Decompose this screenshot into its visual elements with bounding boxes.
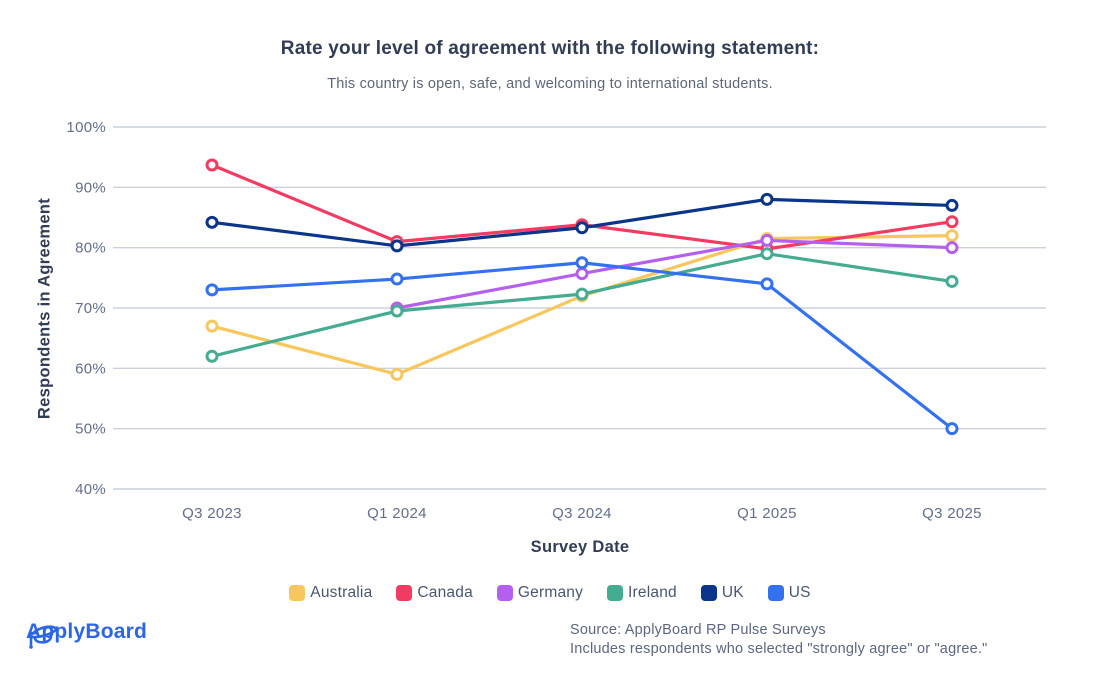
- legend-swatch-australia: [289, 585, 306, 601]
- x-tick-label: Q3 2025: [922, 505, 982, 522]
- legend-label: Australia: [310, 584, 373, 601]
- series-line-uk: [210, 197, 954, 248]
- y-tick-label: 80%: [75, 240, 106, 257]
- legend-item-uk: UK: [700, 584, 744, 602]
- data-point-canada: [945, 215, 959, 229]
- data-point-germany: [945, 241, 959, 255]
- y-tick-label: 60%: [75, 360, 106, 377]
- data-point-australia: [945, 229, 959, 243]
- data-point-australia: [575, 289, 589, 303]
- y-tick-label: 40%: [75, 481, 106, 498]
- legend-item-germany: Germany: [496, 584, 584, 602]
- data-point-us: [205, 283, 219, 297]
- data-point-ireland: [945, 274, 959, 288]
- legend-item-canada: Canada: [396, 584, 473, 602]
- legend-item-australia: Australia: [289, 584, 372, 602]
- data-point-australia: [390, 367, 404, 381]
- source-line-1: Source: ApplyBoard RP Pulse Surveys: [570, 622, 826, 638]
- legend-swatch-us: [767, 585, 784, 601]
- data-point-germany: [390, 301, 404, 315]
- legend-label: Ireland: [628, 584, 677, 601]
- data-point-germany: [760, 233, 774, 247]
- legend-swatch-uk: [700, 585, 717, 601]
- data-point-us: [760, 277, 774, 291]
- chart-title: Rate your level of agreement with the fo…: [280, 38, 820, 59]
- data-point-uk: [760, 192, 774, 206]
- y-axis-title: Respondents in Agreement: [35, 197, 54, 420]
- data-point-uk: [390, 239, 404, 253]
- data-point-australia: [205, 319, 219, 333]
- x-tick-label: Q3 2023: [182, 505, 242, 522]
- data-point-germany: [575, 267, 589, 281]
- source-line-2: Includes respondents who selected "stron…: [570, 640, 988, 657]
- legend-item-ireland: Ireland: [607, 584, 677, 602]
- y-tick-label: 100%: [66, 119, 106, 136]
- x-tick-label: Q3 2024: [552, 505, 612, 522]
- data-point-uk: [205, 215, 219, 229]
- data-point-uk: [945, 198, 959, 212]
- data-point-canada: [390, 235, 404, 249]
- source-note: Source: ApplyBoard RP Pulse Surveys Incl…: [570, 621, 987, 658]
- y-tick-label: 70%: [75, 300, 106, 317]
- data-point-ireland: [390, 304, 404, 318]
- legend-label: UK: [721, 584, 744, 601]
- x-axis-title: Survey Date: [530, 538, 630, 556]
- series-line-us: [210, 261, 954, 431]
- chart-legend: Australia Canada Germany Ireland UK US: [0, 584, 1100, 602]
- y-tick-label: 90%: [75, 179, 106, 196]
- legend-item-us: US: [767, 584, 811, 602]
- data-point-ireland: [205, 349, 219, 363]
- data-point-ireland: [760, 247, 774, 261]
- legend-label: US: [788, 584, 811, 601]
- brand-name: ApplyBoard: [26, 620, 148, 643]
- data-point-ireland: [575, 287, 589, 301]
- x-tick-label: Q1 2024: [367, 505, 427, 522]
- series-line-germany: [395, 238, 954, 310]
- data-point-australia: [760, 232, 774, 246]
- data-point-us: [390, 272, 404, 286]
- data-point-us: [945, 422, 959, 436]
- x-tick-label: Q1 2025: [737, 505, 797, 522]
- data-point-uk: [575, 221, 589, 235]
- data-point-canada: [205, 158, 219, 172]
- y-tick-label: 50%: [75, 421, 106, 438]
- legend-swatch-canada: [396, 585, 413, 601]
- data-point-us: [575, 256, 589, 270]
- data-point-canada: [760, 242, 774, 256]
- data-point-canada: [575, 218, 589, 232]
- series-line-canada: [210, 163, 954, 251]
- series-line-australia: [210, 234, 954, 376]
- legend-swatch-ireland: [607, 585, 624, 601]
- legend-swatch-germany: [496, 585, 513, 601]
- series-line-ireland: [210, 252, 954, 358]
- chart-subtitle: This country is open, safe, and welcomin…: [327, 76, 773, 92]
- legend-label: Germany: [517, 584, 584, 601]
- brand-logo: ApplyBoard: [26, 620, 148, 649]
- legend-label: Canada: [417, 584, 473, 601]
